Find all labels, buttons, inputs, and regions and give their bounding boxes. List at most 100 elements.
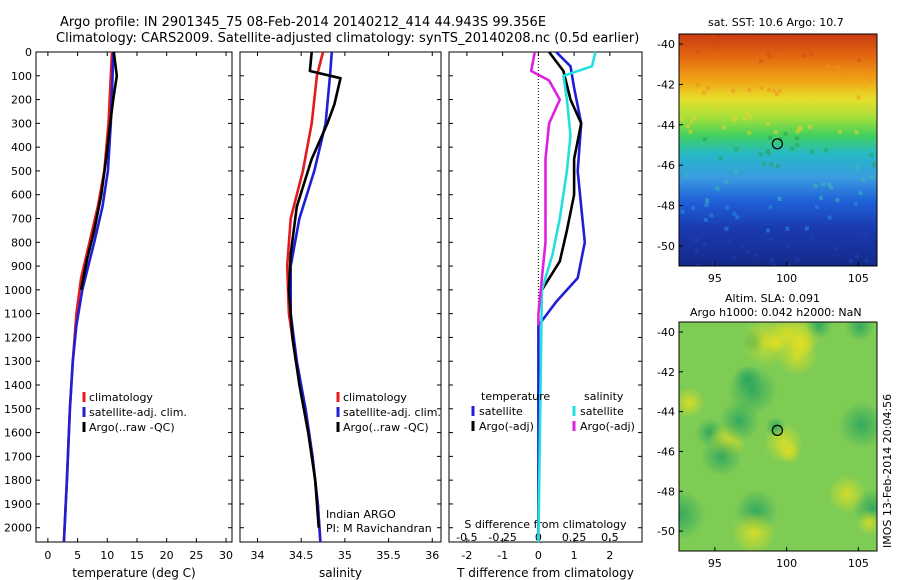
sst-pixel (819, 195, 823, 200)
sst-pixel (868, 77, 873, 82)
sst-field (679, 34, 877, 266)
sst-pixel (837, 129, 842, 134)
sst-pixel (765, 228, 770, 233)
x-tick-label: 25 (189, 549, 203, 562)
sst-pixel (843, 75, 848, 80)
x2-tick-label: -0.25 (488, 531, 516, 544)
sst-pixel (775, 92, 779, 97)
legend-header: temperature (481, 390, 550, 403)
y-tick-label: 1800 (4, 474, 32, 487)
salinity-panel: 34 34.5 35 35.5 36 salinity climatology satelli… (239, 51, 442, 580)
legend-label: Argo(-adj) (580, 420, 635, 433)
sst-pixel (858, 191, 863, 196)
sla-map-axes: 95 100 105 -40 -42 -44 -46 -48 -50 (657, 326, 869, 570)
sla-blob (727, 365, 778, 416)
y-tick-label: 1900 (4, 498, 32, 511)
sla-blob (701, 435, 743, 477)
plot-frame (239, 51, 442, 543)
sst-map-axes: 95 100 105 -40 -42 -44 -46 -48 -50 (657, 38, 869, 285)
footer-stamp: IMOS 13-Feb-2014 20:04:56 (881, 394, 894, 548)
sla-blob (844, 322, 875, 342)
legend-label: Argo(..raw -QC) (343, 421, 429, 434)
map-y-tick-label: -42 (657, 78, 675, 91)
sst-pixel (853, 201, 858, 206)
sst-pixel (861, 177, 866, 182)
map-x-tick-label: 105 (848, 272, 869, 285)
sst-pixel (783, 131, 788, 136)
sst-pixel (802, 54, 807, 58)
sst-pixel (856, 95, 861, 100)
x2-tick-label: 0.5 (601, 531, 619, 544)
map-x-tick-label: 95 (708, 557, 722, 570)
sst-pixel (765, 149, 770, 153)
sst-pixel (754, 253, 759, 258)
x2-tick-label: -0.5 (456, 531, 477, 544)
x-tick-label: 1 (571, 549, 578, 562)
y-tick-label: 200 (11, 94, 32, 107)
x-axis-label: salinity (319, 566, 362, 580)
sst-pixel (862, 233, 867, 238)
sla-texture (679, 322, 877, 551)
x-tick-label: -2 (461, 549, 472, 562)
sst-pixel (680, 117, 685, 122)
sst-pixel (809, 235, 814, 240)
sst-pixel (809, 51, 814, 56)
sst-pixel (776, 164, 781, 169)
sst-pixel (769, 236, 774, 241)
sst-pixel (769, 162, 774, 167)
map-y-tick-label: -44 (657, 406, 675, 419)
sst-pixel (691, 116, 696, 121)
sst-pixel (733, 169, 738, 174)
sst-pixel (857, 58, 862, 63)
series-line (285, 51, 325, 543)
sst-pixel (829, 185, 834, 190)
y-tick-label: 1300 (4, 355, 32, 368)
panel-annotation: PI: M Ravichandran (326, 522, 432, 535)
sst-pixel (686, 124, 690, 129)
sst-pixel (767, 88, 772, 92)
sst-pixel (735, 215, 740, 220)
map-y-tick-label: -40 (657, 326, 675, 339)
series-line (529, 51, 562, 326)
x-axis-label-secondary: S difference from climatology (464, 518, 627, 531)
sst-pixel (778, 137, 783, 141)
sst-pixel (694, 238, 699, 243)
sst-pixel (766, 51, 771, 56)
sst-pixel (813, 73, 817, 78)
sst-pixel (756, 41, 761, 46)
sst-pixel (812, 99, 816, 104)
sst-pixel (849, 258, 853, 263)
x-tick-label: 34.5 (289, 549, 314, 562)
sst-pixel (821, 182, 825, 187)
x-axis-label: T difference from climatology (456, 566, 634, 580)
sst-pixel (696, 263, 701, 266)
sst-pixel (814, 205, 819, 209)
sst-pixel (734, 147, 739, 152)
sst-pixel (785, 244, 790, 249)
sst-pixel (715, 104, 720, 109)
sst-pixel (871, 162, 876, 167)
sst-pixel (705, 198, 710, 203)
sst-pixel (869, 175, 874, 180)
sla-blob (856, 509, 877, 535)
sst-pixel (747, 130, 752, 135)
y-tick-label: 1700 (4, 450, 32, 463)
y-tick-label: 1500 (4, 403, 32, 416)
sst-pixel (724, 226, 729, 231)
y-tick-label: 1400 (4, 379, 32, 392)
sst-pixel (762, 161, 766, 166)
y-tick-label: 400 (11, 141, 32, 154)
map-x-tick-label: 95 (708, 272, 722, 285)
sst-pixel (758, 152, 763, 157)
sst-pixel (680, 209, 685, 214)
series-line (79, 51, 119, 291)
sst-pixel (786, 263, 791, 266)
sst-pixel (768, 54, 773, 59)
sst-pixel (709, 213, 714, 218)
sst-pixel (808, 124, 813, 129)
sst-pixel (769, 258, 774, 263)
y-tick-label: 2000 (4, 522, 32, 535)
sst-pixel (824, 148, 828, 153)
sst-pixel (856, 165, 860, 170)
sst-pixel (712, 42, 717, 47)
